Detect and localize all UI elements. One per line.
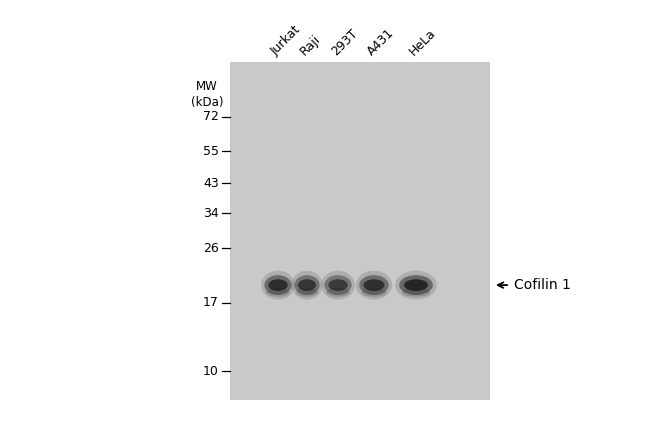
Ellipse shape [266,288,290,297]
Ellipse shape [363,279,385,291]
Text: HeLa: HeLa [407,26,439,58]
Ellipse shape [298,279,316,291]
Text: 17: 17 [203,296,219,309]
Ellipse shape [261,271,295,300]
Text: 10: 10 [203,365,219,378]
Ellipse shape [296,288,318,297]
Text: 55: 55 [203,145,219,158]
Text: A431: A431 [365,26,396,58]
Ellipse shape [402,288,430,297]
Ellipse shape [361,288,387,297]
Text: Jurkat: Jurkat [269,23,304,58]
Ellipse shape [399,275,433,295]
Ellipse shape [268,279,288,291]
Ellipse shape [326,288,350,297]
Text: Raji: Raji [298,32,324,58]
Ellipse shape [359,275,389,295]
Text: 43: 43 [203,177,219,189]
Ellipse shape [404,279,428,291]
Ellipse shape [291,271,322,300]
Text: 26: 26 [203,241,219,254]
Ellipse shape [321,271,355,300]
Text: 293T: 293T [329,27,360,58]
Ellipse shape [265,275,292,295]
Ellipse shape [356,271,392,300]
Text: MW
(kDa): MW (kDa) [190,80,223,109]
Text: Cofilin 1: Cofilin 1 [514,278,571,292]
Bar [230,62,490,400]
Ellipse shape [294,275,320,295]
Ellipse shape [395,271,437,300]
Text: 34: 34 [203,207,219,220]
Text: 72: 72 [203,110,219,123]
Ellipse shape [328,279,348,291]
Ellipse shape [324,275,352,295]
